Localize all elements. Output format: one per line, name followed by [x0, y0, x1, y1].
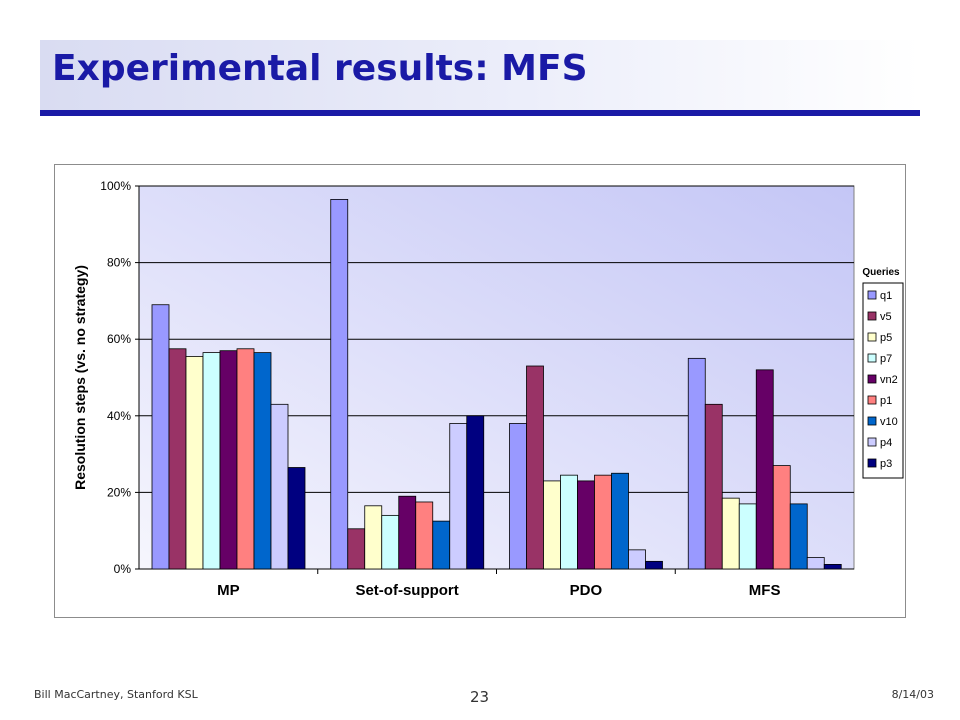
- bar-p3-mfs: [823, 564, 842, 570]
- bar-v10-mp: [253, 352, 272, 570]
- bar-v10-set-of-support: [432, 520, 451, 570]
- y-tick-label: 20%: [107, 485, 131, 499]
- bar-p7-mfs: [738, 503, 757, 570]
- page-number: 23: [470, 688, 490, 706]
- bar-p7-pdo: [560, 474, 578, 570]
- chart-frame: 0% 20% 40% 60% 80% 100% Resolution steps (vs. …: [54, 164, 906, 618]
- bar-vn2-mp: [219, 350, 238, 570]
- legend-label-p5: p5: [880, 332, 892, 344]
- legend-swatch-vn2: [867, 374, 877, 384]
- bar-chart: 0% 20% 40% 60% 80% 100% Resolution steps (vs. …: [72, 179, 904, 599]
- legend-swatch-v5: [867, 311, 877, 321]
- y-tick-label: 80%: [107, 256, 131, 270]
- category-label: MP: [217, 582, 240, 599]
- y-tick-label: 60%: [107, 332, 131, 346]
- bar-p5-set-of-support: [364, 505, 383, 570]
- legend-label-p4: p4: [880, 437, 892, 449]
- bar-p4-pdo: [628, 549, 646, 570]
- footer-date: 8/14/03: [891, 688, 934, 701]
- legend-label-p3: p3: [880, 458, 892, 470]
- legend-swatch-p4: [867, 437, 877, 447]
- category-label: PDO: [570, 582, 603, 599]
- legend-swatch-p7: [867, 353, 877, 363]
- legend-swatch-p1: [867, 395, 877, 405]
- bar-p3-set-of-support: [466, 415, 485, 570]
- title-band: [40, 40, 920, 110]
- legend-swatch-p3: [867, 458, 877, 468]
- bar-v5-mfs: [704, 403, 723, 570]
- legend-label-p7: p7: [880, 353, 892, 365]
- bar-p1-mp: [236, 348, 255, 570]
- legend-label-v10: v10: [880, 416, 898, 428]
- title-rule: [40, 110, 920, 116]
- bar-p7-mp: [202, 352, 221, 570]
- bar-q1-pdo: [509, 423, 527, 570]
- legend-swatch-p5: [867, 332, 877, 342]
- legend-label-vn2: vn2: [880, 374, 898, 386]
- slide-title: Experimental results: MFS: [52, 48, 588, 89]
- legend-label-q1: q1: [880, 290, 892, 302]
- y-tick-label: 40%: [107, 409, 131, 423]
- bar-v10-mfs: [789, 503, 808, 570]
- bar-p5-pdo: [543, 480, 561, 570]
- bar-p4-mp: [270, 403, 289, 570]
- y-tick-label: 100%: [100, 179, 131, 193]
- legend-label-v5: v5: [880, 311, 892, 323]
- footer-author: Bill MacCartney, Stanford KSL: [34, 688, 198, 701]
- bar-vn2-pdo: [577, 480, 595, 570]
- category-label: MFS: [749, 582, 781, 599]
- bar-p5-mp: [185, 356, 204, 570]
- legend-label-p1: p1: [880, 395, 892, 407]
- bar-v10-pdo: [611, 472, 629, 570]
- y-tick-label: 0%: [114, 562, 132, 576]
- legend-swatch-q1: [867, 290, 877, 300]
- y-axis-label: Resolution steps (vs. no strategy): [72, 265, 88, 490]
- bar-q1-set-of-support: [330, 199, 349, 570]
- bar-p5-mfs: [721, 497, 740, 570]
- bar-q1-mp: [151, 304, 170, 570]
- legend-swatch-v10: [867, 416, 877, 426]
- bar-p1-pdo: [594, 474, 612, 570]
- bar-q1-mfs: [687, 357, 706, 570]
- bar-p4-set-of-support: [449, 423, 468, 570]
- category-label: Set-of-support: [355, 582, 458, 599]
- bar-p4-mfs: [806, 557, 825, 570]
- bar-p1-set-of-support: [415, 501, 434, 570]
- bar-p3-mp: [287, 467, 306, 570]
- bar-v5-mp: [168, 348, 187, 570]
- bar-p7-set-of-support: [381, 514, 400, 570]
- legend-title: Queries: [862, 267, 900, 278]
- bar-p3-pdo: [645, 560, 663, 570]
- bar-vn2-set-of-support: [398, 495, 417, 570]
- bar-p1-mfs: [772, 465, 791, 570]
- bar-vn2-mfs: [755, 369, 774, 570]
- bar-v5-set-of-support: [347, 528, 366, 570]
- bar-v5-pdo: [526, 365, 544, 570]
